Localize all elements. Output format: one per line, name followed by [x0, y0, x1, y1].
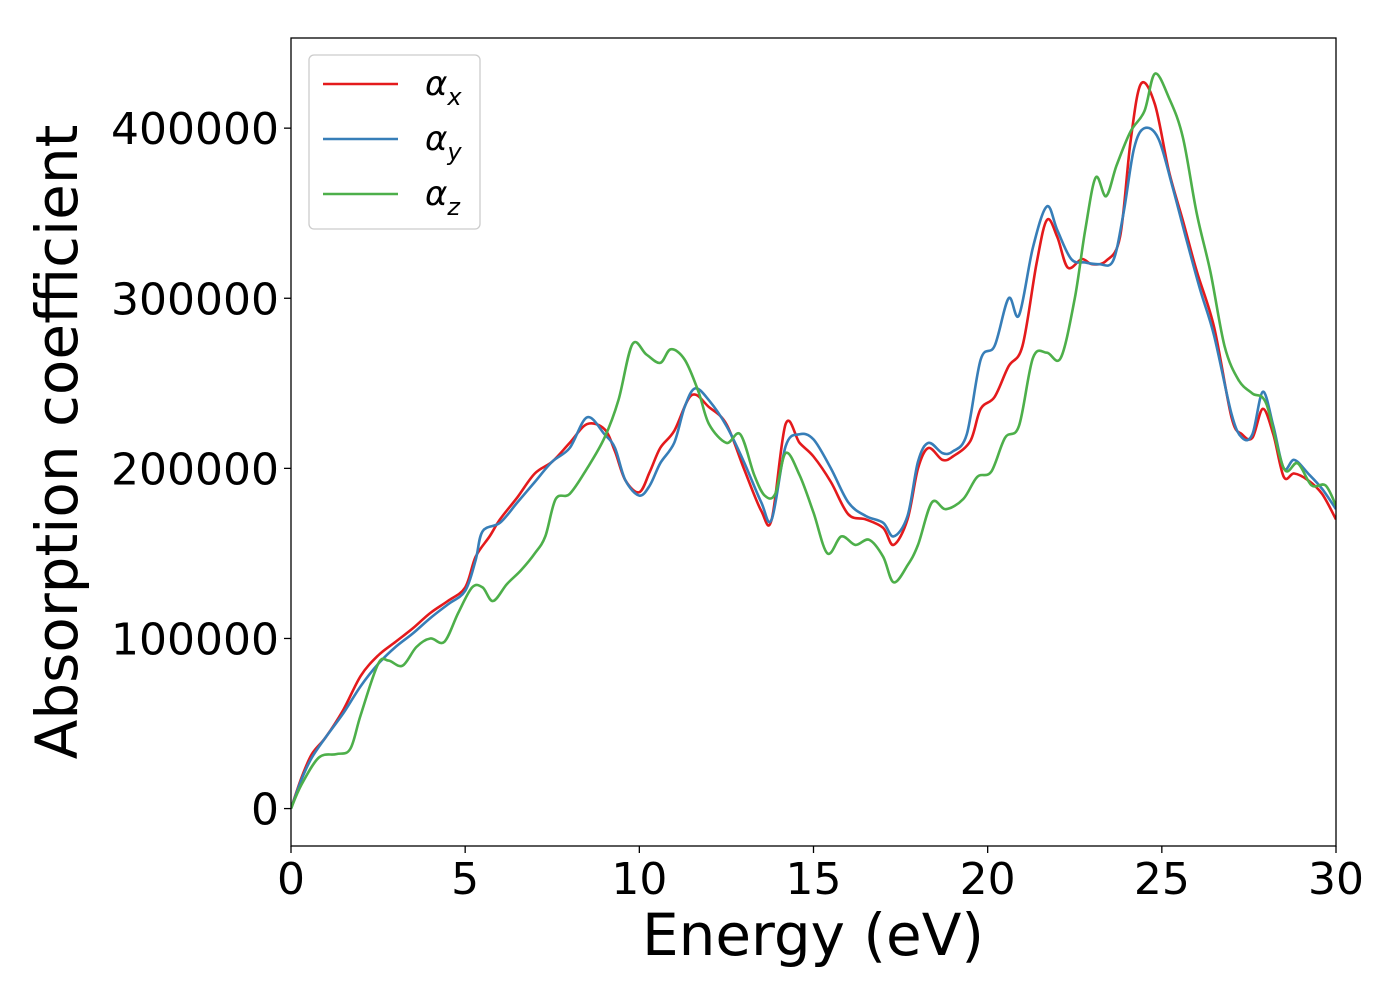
legend-label-x: αx: [425, 64, 462, 111]
x-tick-label: 15: [786, 854, 842, 905]
legend-box: [308, 54, 481, 230]
y-tick-label: 0: [251, 785, 279, 836]
y-tick-label: 400000: [111, 104, 279, 155]
x-tick-label: 25: [1134, 854, 1190, 905]
x-tick-label: 10: [611, 854, 667, 905]
x-axis-title: Energy (eV): [642, 901, 984, 969]
x-tick-label: 20: [960, 854, 1016, 905]
legend-items: αx αy αz: [323, 64, 462, 221]
x-axis-ticks: 0 5 10 15 20 25 30: [277, 846, 1364, 905]
y-tick-label: 100000: [111, 614, 279, 665]
legend-label-y: αy: [425, 119, 462, 166]
legend-label-z: αz: [425, 174, 461, 221]
x-tick-label: 0: [277, 854, 305, 905]
series-line-y: [291, 126, 1336, 810]
x-tick-label: 5: [451, 854, 479, 905]
x-tick-label: 30: [1308, 854, 1364, 905]
y-axis-ticks: 0 100000 200000 300000 400000: [111, 104, 291, 836]
legend: αx αy αz: [308, 54, 481, 230]
series-layer: [291, 72, 1336, 810]
y-axis-title: Absorption coefficient: [23, 125, 91, 760]
y-tick-label: 300000: [111, 274, 279, 325]
series-line-z: [291, 72, 1336, 810]
y-tick-label: 200000: [111, 444, 279, 495]
